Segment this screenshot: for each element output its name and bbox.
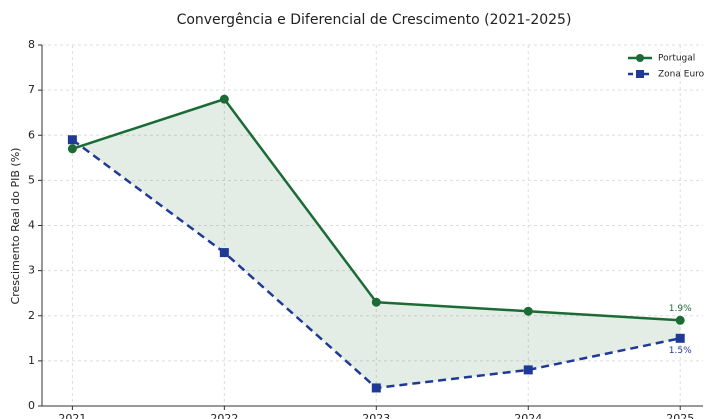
x-tick-label: 2024 xyxy=(514,412,542,419)
value-label: 1.5% xyxy=(669,346,692,356)
y-axis-label: Crescimento Real do PIB (%) xyxy=(9,148,22,305)
marker xyxy=(67,135,77,145)
chart-title: Convergência e Diferencial de Cresciment… xyxy=(177,12,572,28)
marker xyxy=(67,144,77,154)
y-tick-label: 1 xyxy=(28,354,35,367)
x-tick-label: 2021 xyxy=(58,412,86,419)
y-tick-label: 0 xyxy=(28,399,35,412)
legend-label: Zona Euro xyxy=(658,70,705,80)
marker xyxy=(675,333,685,343)
x-tick-label: 2022 xyxy=(210,412,238,419)
gap-area xyxy=(72,99,681,388)
legend-label: Portugal xyxy=(658,54,695,64)
x-tick-label: 2025 xyxy=(666,412,694,419)
y-tick-label: 6 xyxy=(28,128,35,141)
legend-marker xyxy=(636,70,644,78)
y-tick-label: 5 xyxy=(28,173,35,186)
y-tick-label: 4 xyxy=(28,219,35,232)
marker xyxy=(219,248,229,258)
y-tick-label: 3 xyxy=(28,264,35,277)
marker xyxy=(371,383,381,393)
y-tick-label: 8 xyxy=(28,38,35,51)
value-label: 1.9% xyxy=(669,304,692,314)
marker xyxy=(523,306,533,316)
y-tick-label: 2 xyxy=(28,309,35,322)
marker xyxy=(675,315,685,325)
marker xyxy=(523,365,533,375)
marker xyxy=(219,94,229,104)
legend-marker xyxy=(636,54,644,62)
y-tick-label: 7 xyxy=(28,83,35,96)
x-tick-label: 2023 xyxy=(362,412,390,419)
marker xyxy=(371,297,381,307)
